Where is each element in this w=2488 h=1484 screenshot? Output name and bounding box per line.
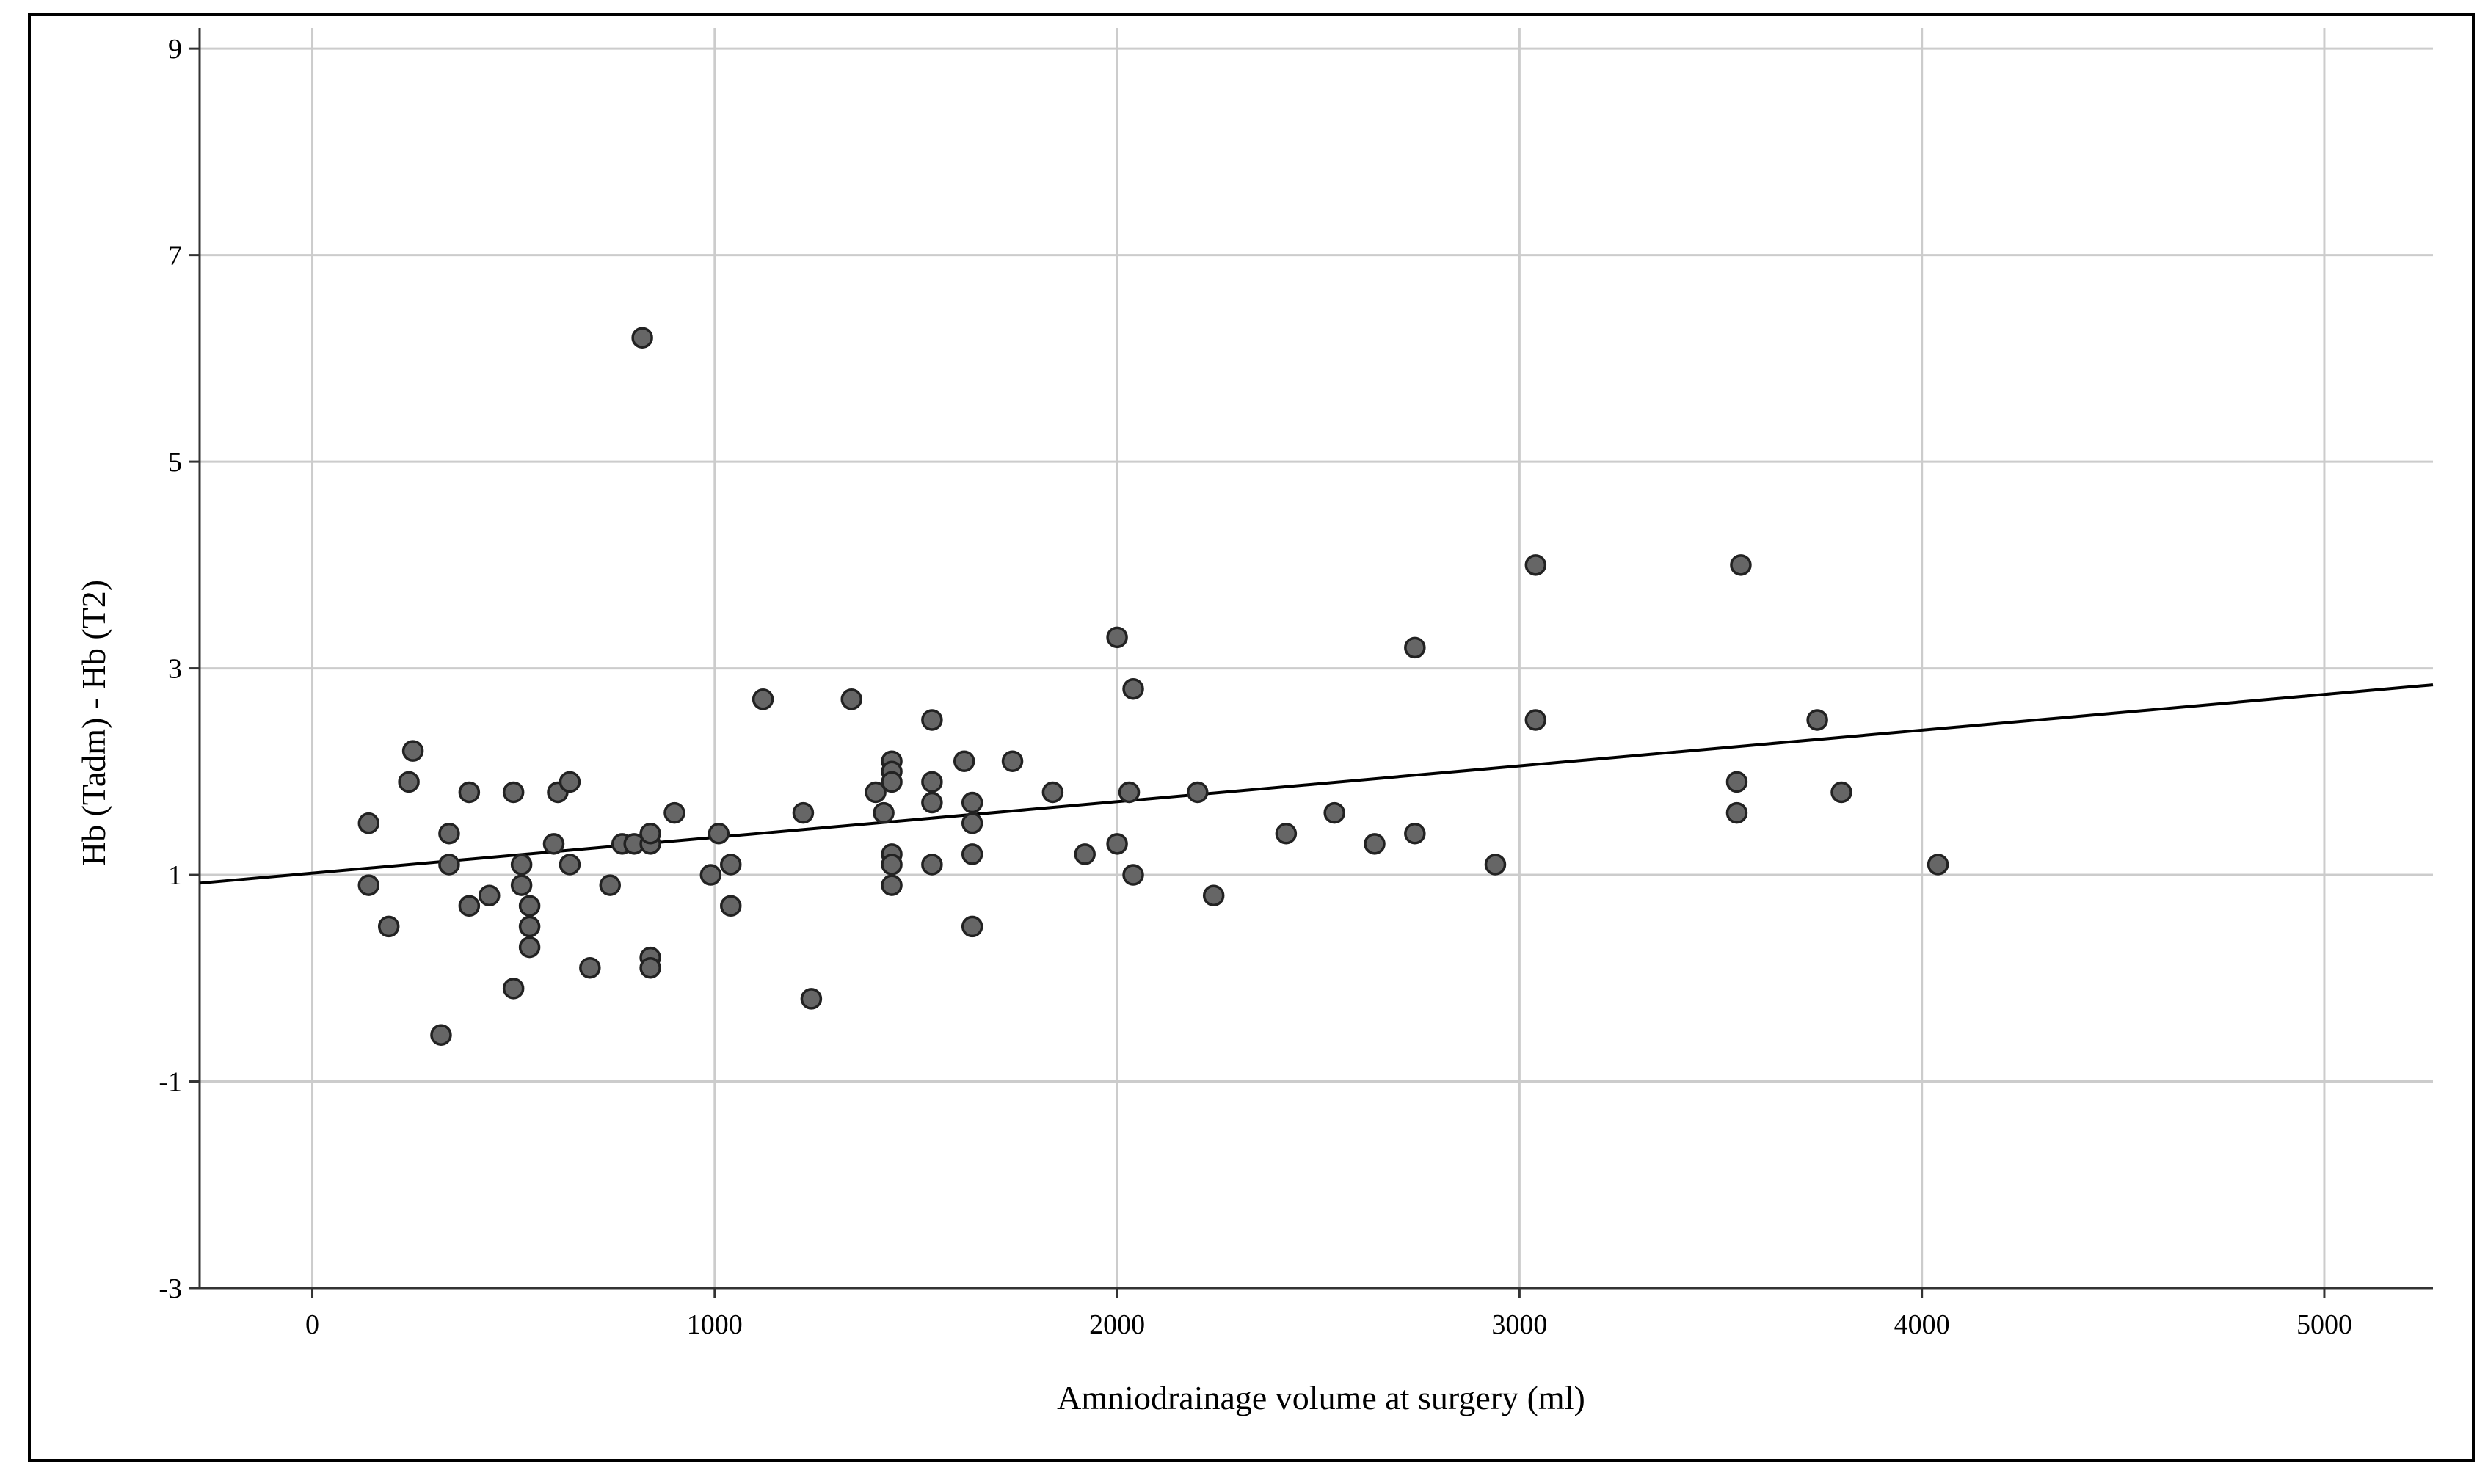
- data-point: [1806, 709, 1828, 731]
- data-point: [510, 874, 533, 896]
- plot-axes: [189, 28, 2433, 1298]
- tick-labels: -3 -1 1 3 5 7 9 0 1000 2000 3000 4000 5000: [159, 34, 2352, 1340]
- data-point: [873, 801, 895, 824]
- data-point: [1187, 781, 1209, 804]
- x-tick-label: 0: [305, 1309, 319, 1340]
- data-point: [1041, 781, 1064, 804]
- data-point: [1122, 677, 1144, 700]
- data-point: [1830, 781, 1852, 804]
- data-point: [699, 864, 722, 886]
- data-point: [458, 781, 481, 804]
- data-point: [518, 915, 541, 938]
- data-point: [921, 791, 943, 814]
- grid-lines: [200, 28, 2433, 1290]
- data-point: [1524, 709, 1547, 731]
- data-point: [1927, 854, 1949, 876]
- data-point: [1074, 843, 1096, 865]
- data-point: [719, 854, 742, 876]
- data-point: [961, 843, 983, 865]
- x-tick-label: 1000: [687, 1309, 743, 1340]
- y-axis-title: Hb (Tadm) - Hb (T2): [75, 580, 112, 866]
- data-point: [579, 956, 601, 979]
- data-point: [708, 823, 730, 845]
- data-point: [502, 978, 525, 1000]
- data-point: [479, 884, 501, 906]
- data-point: [752, 688, 774, 710]
- fit-line-group: [199, 683, 2434, 885]
- data-point: [438, 823, 460, 845]
- data-point: [1484, 854, 1507, 876]
- data-point: [639, 823, 661, 845]
- data-point: [518, 895, 541, 917]
- outer-frame: [28, 13, 2475, 1462]
- data-point: [961, 812, 983, 834]
- data-point: [1323, 801, 1345, 824]
- data-point: [377, 915, 400, 938]
- data-point: [559, 854, 581, 876]
- data-point: [502, 781, 525, 804]
- data-point: [1001, 750, 1024, 772]
- y-tick-label: 1: [168, 860, 182, 891]
- data-point: [1122, 864, 1144, 886]
- data-point: [881, 771, 903, 793]
- data-point: [518, 936, 541, 959]
- data-point: [1404, 636, 1426, 659]
- data-point: [1725, 771, 1748, 793]
- data-point: [1106, 833, 1128, 855]
- data-point: [1725, 801, 1748, 824]
- data-point: [961, 791, 983, 814]
- regression-line: [199, 683, 2434, 885]
- data-point: [881, 874, 903, 896]
- data-point: [921, 854, 943, 876]
- data-point: [663, 801, 685, 824]
- x-axis-title: Amniodrainage volume at surgery (ml): [1057, 1379, 1585, 1416]
- y-tick-label: -1: [159, 1067, 182, 1098]
- x-tick-label: 4000: [1894, 1309, 1950, 1340]
- data-point: [800, 988, 823, 1010]
- data-point: [631, 327, 653, 349]
- data-points: [357, 327, 1949, 1046]
- data-point: [357, 812, 380, 834]
- y-tick-label: 9: [168, 34, 182, 65]
- data-point: [921, 709, 943, 731]
- data-point: [1118, 781, 1141, 804]
- data-point: [599, 874, 622, 896]
- data-point: [1106, 626, 1128, 649]
- data-point: [510, 854, 533, 876]
- data-point: [792, 801, 815, 824]
- data-point: [639, 956, 661, 979]
- data-point: [1730, 554, 1752, 576]
- data-point: [438, 854, 460, 876]
- data-point: [961, 915, 983, 938]
- data-point: [1404, 823, 1426, 845]
- data-point: [953, 750, 975, 772]
- data-point: [881, 854, 903, 876]
- data-point: [719, 895, 742, 917]
- data-point: [921, 771, 943, 793]
- data-point: [1524, 554, 1547, 576]
- x-tick-label: 5000: [2296, 1309, 2352, 1340]
- data-point: [357, 874, 380, 896]
- data-point: [1202, 884, 1225, 906]
- y-tick-label: 3: [168, 654, 182, 685]
- x-tick-label: 3000: [1491, 1309, 1547, 1340]
- data-point: [398, 771, 420, 793]
- x-tick-label: 2000: [1089, 1309, 1145, 1340]
- data-point: [458, 895, 481, 917]
- data-point: [840, 688, 862, 710]
- data-point: [1275, 823, 1298, 845]
- y-tick-label: 7: [168, 241, 182, 272]
- data-point: [542, 833, 565, 855]
- data-point: [865, 781, 887, 804]
- y-tick-label: -3: [159, 1273, 182, 1304]
- data-point: [1364, 833, 1386, 855]
- y-tick-label: 5: [168, 447, 182, 478]
- data-point: [430, 1024, 452, 1046]
- data-point: [559, 771, 581, 793]
- data-point: [401, 740, 424, 762]
